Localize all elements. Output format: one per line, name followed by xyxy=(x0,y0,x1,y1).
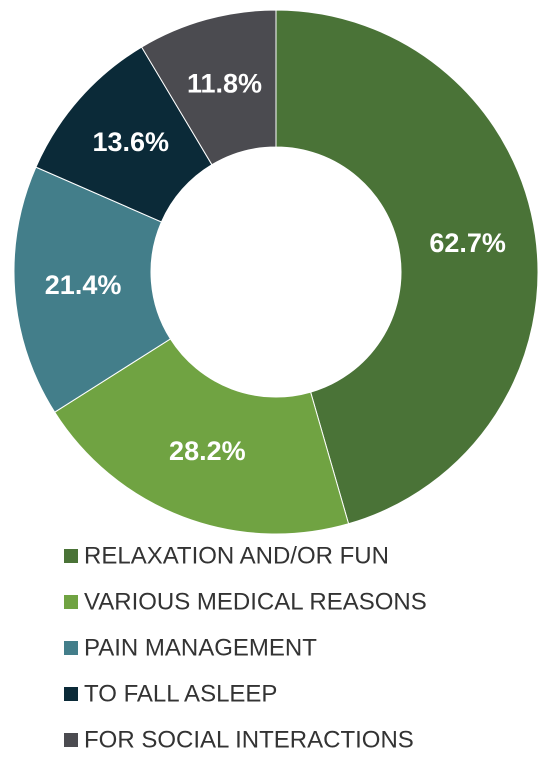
donut-slice xyxy=(13,166,172,413)
donut-slice xyxy=(140,9,277,166)
donut-slice xyxy=(275,9,539,525)
legend-label: RELAXATION AND/OR FUN xyxy=(84,542,389,569)
legend-swatch xyxy=(64,687,78,701)
legend-label: VARIOUS MEDICAL REASONS xyxy=(84,588,427,615)
legend-label: PAIN MANAGEMENT xyxy=(84,634,317,661)
slice-label: 62.7% xyxy=(429,228,506,258)
legend-label: FOR SOCIAL INTERACTIONS xyxy=(84,726,414,753)
legend-swatch xyxy=(64,595,78,609)
donut-slice xyxy=(53,338,350,535)
slice-label: 28.2% xyxy=(169,436,246,466)
legend-swatch xyxy=(64,733,78,747)
legend-swatch xyxy=(64,549,78,563)
legend-swatch xyxy=(64,641,78,655)
slice-label: 13.6% xyxy=(93,127,170,157)
slice-label: 11.8% xyxy=(187,69,262,99)
slice-label: 21.4% xyxy=(45,270,122,300)
legend-label: TO FALL ASLEEP xyxy=(84,680,277,707)
